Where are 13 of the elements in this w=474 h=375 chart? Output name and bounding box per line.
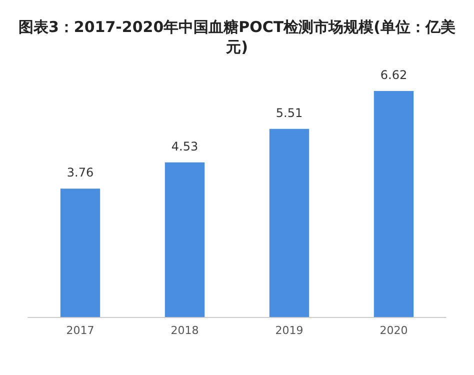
data-label: 3.76 xyxy=(66,166,94,180)
data-label: 5.51 xyxy=(276,106,303,120)
data-label: 6.62 xyxy=(380,68,408,82)
bar xyxy=(374,90,414,317)
chart-title: 图表3：2017-2020年中国血糖POCT检测市场规模(单位：亿美元) xyxy=(18,18,456,56)
bar xyxy=(60,188,100,317)
x-tick-label: 2017 xyxy=(66,324,94,337)
bar xyxy=(164,162,205,317)
x-tick-label: 2019 xyxy=(275,324,304,337)
x-tick-label: 2020 xyxy=(380,324,408,337)
data-label: 4.53 xyxy=(171,139,198,154)
x-tick-label: 2018 xyxy=(170,324,199,337)
bar xyxy=(269,128,310,317)
